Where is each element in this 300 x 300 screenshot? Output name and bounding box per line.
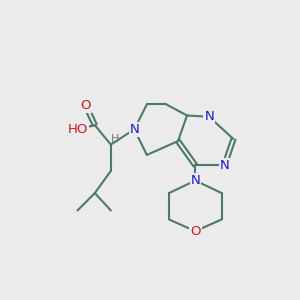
- Text: N: N: [130, 123, 139, 136]
- Text: N: N: [204, 110, 214, 123]
- Text: HO: HO: [67, 123, 88, 136]
- Text: O: O: [81, 99, 91, 112]
- Text: H: H: [111, 134, 119, 144]
- Text: N: N: [190, 174, 200, 187]
- Text: N: N: [220, 159, 229, 172]
- Text: O: O: [190, 225, 201, 238]
